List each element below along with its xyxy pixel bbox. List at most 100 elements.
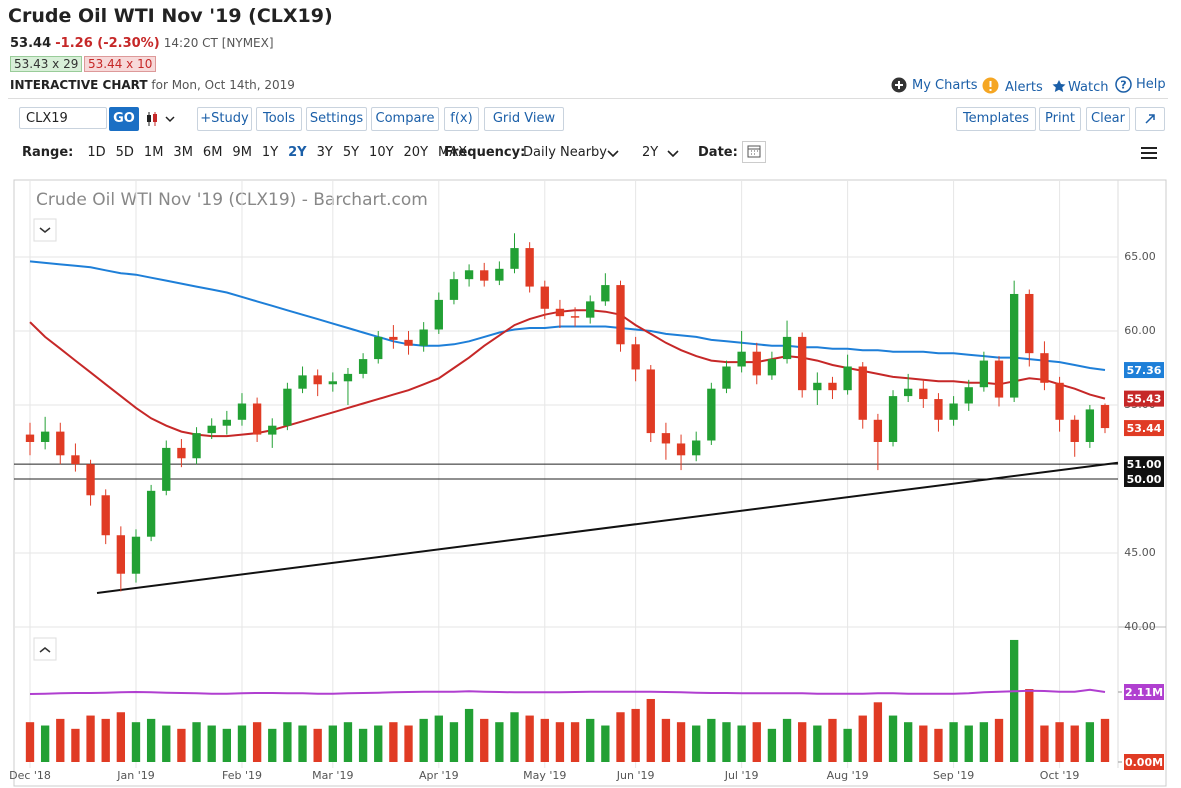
value-label: 57.36 bbox=[1127, 364, 1162, 377]
candle-body bbox=[752, 351, 761, 376]
candle-body bbox=[1009, 293, 1019, 398]
link[interactable]: My Charts bbox=[912, 78, 978, 93]
toolbar-button[interactable]: Compare bbox=[371, 107, 439, 131]
candle-body bbox=[358, 359, 368, 374]
toolbar-button[interactable]: Templates bbox=[956, 107, 1036, 131]
toolbar-button[interactable]: Tools bbox=[256, 107, 302, 131]
collapse-button[interactable] bbox=[33, 637, 57, 661]
candle-body bbox=[71, 455, 80, 465]
chevron-icon bbox=[667, 150, 679, 158]
value-tag bbox=[1124, 470, 1164, 487]
toolbar-button[interactable]: +Study bbox=[197, 107, 252, 131]
range-label: Range: bbox=[22, 145, 74, 160]
trend-line bbox=[96, 461, 1119, 594]
volume-bar bbox=[146, 718, 156, 762]
candle-body bbox=[904, 388, 913, 397]
page-title: Crude Oil WTI Nov '19 (CLX19) bbox=[8, 5, 333, 27]
value-tag bbox=[1124, 420, 1164, 437]
candle-body bbox=[298, 375, 307, 389]
candle-body bbox=[313, 375, 322, 385]
candle-body bbox=[858, 366, 867, 420]
go-button[interactable]: GO bbox=[109, 107, 139, 131]
range-option[interactable]: 10Y bbox=[369, 145, 394, 160]
range-option[interactable]: 1Y bbox=[261, 145, 279, 160]
candle-body bbox=[1055, 382, 1064, 420]
candle-body bbox=[828, 382, 837, 391]
range-option[interactable]: 3Y bbox=[316, 145, 333, 160]
volume-bar bbox=[116, 712, 126, 762]
volume-bar bbox=[237, 725, 247, 762]
toolbar-button[interactable]: Grid View bbox=[484, 107, 564, 131]
volume-bar bbox=[873, 702, 883, 762]
link[interactable]: Watch bbox=[1068, 80, 1109, 95]
range-option[interactable]: 9M bbox=[232, 145, 252, 160]
volume-bar bbox=[177, 728, 186, 762]
volume-bar bbox=[722, 722, 731, 762]
calendar-button[interactable] bbox=[742, 141, 766, 163]
x-tick-label: Oct '19 bbox=[1040, 769, 1080, 782]
chart-type-button[interactable] bbox=[145, 110, 179, 128]
x-tick-label: Sep '19 bbox=[933, 769, 974, 782]
link[interactable]: Help bbox=[1136, 77, 1166, 92]
range-option[interactable]: 2Y bbox=[288, 145, 307, 160]
volume-bar bbox=[207, 725, 216, 762]
menu-button[interactable] bbox=[1140, 145, 1158, 161]
volume-bar bbox=[495, 722, 504, 762]
candle-body bbox=[404, 339, 413, 346]
range-option[interactable]: MAX bbox=[438, 145, 468, 160]
period-select[interactable]: 2Y bbox=[642, 145, 659, 160]
candle-body bbox=[782, 336, 792, 360]
range-option[interactable]: 5Y bbox=[342, 145, 360, 160]
candle-body bbox=[252, 403, 262, 435]
candle-body bbox=[434, 299, 443, 330]
candle-body bbox=[570, 316, 580, 318]
toolbar-button[interactable]: Print bbox=[1039, 107, 1081, 131]
volume-bar bbox=[934, 728, 943, 762]
frequency-select[interactable]: Daily Nearby bbox=[523, 145, 608, 160]
candle-body bbox=[843, 366, 852, 391]
candle-body bbox=[888, 396, 898, 442]
range-option[interactable]: 6M bbox=[202, 145, 223, 160]
volume-bar bbox=[71, 728, 80, 762]
range-option[interactable]: 1D bbox=[87, 145, 106, 160]
symbol-input[interactable]: CLX19 bbox=[19, 107, 107, 129]
candle-body bbox=[192, 433, 201, 459]
volume-bar bbox=[131, 722, 141, 762]
candle-body bbox=[979, 360, 989, 388]
volume-bar bbox=[328, 725, 337, 762]
candle-body bbox=[767, 359, 777, 376]
bid: 53.43 x 29 bbox=[10, 56, 83, 72]
volume-bar bbox=[661, 718, 671, 762]
candle-body bbox=[283, 388, 292, 426]
candle-body bbox=[813, 382, 822, 391]
toolbar-button[interactable]: Clear bbox=[1086, 107, 1130, 131]
x-tick-label: Jun '19 bbox=[616, 769, 655, 782]
range-option[interactable]: 5D bbox=[115, 145, 134, 160]
link[interactable]: Alerts bbox=[1005, 80, 1043, 95]
range-option[interactable]: 1M bbox=[143, 145, 164, 160]
expand-button[interactable] bbox=[1135, 107, 1165, 131]
toolbar-button[interactable]: f(x) bbox=[444, 107, 479, 131]
chevron-icon bbox=[607, 150, 619, 158]
alerts-icon bbox=[982, 77, 999, 94]
candle-body bbox=[328, 381, 337, 385]
y-tick-label: 65.00 bbox=[1124, 250, 1156, 263]
candle-body bbox=[464, 270, 474, 280]
x-tick-label: Mar '19 bbox=[312, 769, 353, 782]
collapse-button[interactable] bbox=[33, 218, 57, 242]
separator bbox=[8, 98, 1168, 99]
value-tag bbox=[1124, 456, 1164, 473]
range-option[interactable]: 20Y bbox=[403, 145, 429, 160]
candle-body bbox=[873, 419, 883, 442]
price-change: -1.26 (-2.30%) bbox=[55, 36, 160, 51]
volume-bar bbox=[449, 722, 459, 762]
volume-bar bbox=[570, 722, 580, 762]
toolbar-button[interactable]: Settings bbox=[306, 107, 367, 131]
range-option[interactable]: 3M bbox=[173, 145, 193, 160]
value-label: 51.00 bbox=[1127, 458, 1162, 471]
candle-body bbox=[616, 285, 625, 345]
volume-bar bbox=[40, 725, 50, 762]
candle-body bbox=[1100, 404, 1110, 429]
candle-body bbox=[601, 285, 610, 302]
